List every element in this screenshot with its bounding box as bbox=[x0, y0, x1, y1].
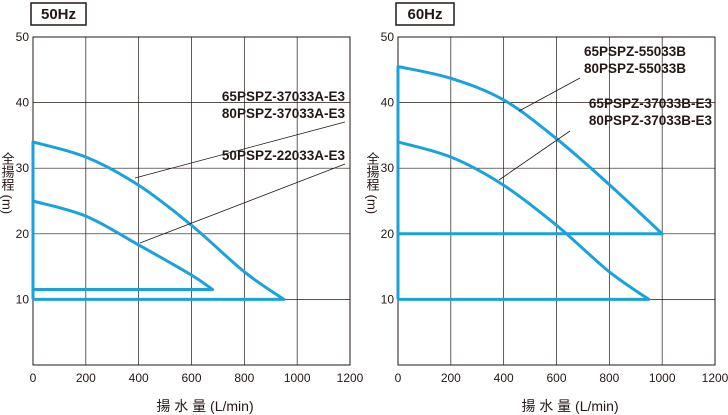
chart-title-box bbox=[395, 2, 455, 26]
chart-title-box bbox=[30, 2, 87, 26]
x-tick-label: 600 bbox=[546, 371, 566, 385]
x-axis-title: 揚 水 量 (L/min) bbox=[521, 398, 618, 414]
performance-curve-series-1 bbox=[31, 140, 286, 301]
x-tick-label: 0 bbox=[395, 371, 402, 385]
x-tick-label: 0 bbox=[30, 371, 37, 385]
y-tick-label: 20 bbox=[16, 227, 30, 241]
chart-panel-1: 50Hz 0 200 400 600 800 1000 1200 10 20 30 40 50 揚 水 量… bbox=[0, 2, 364, 414]
y-tick-label: 40 bbox=[16, 96, 30, 110]
y-tick-label: 50 bbox=[381, 30, 395, 44]
x-tick-label: 1200 bbox=[337, 371, 364, 385]
x-tick-label: 200 bbox=[441, 371, 461, 385]
chart-title: 50Hz bbox=[41, 6, 76, 23]
series-annotation-label: 65PSPZ-55033B bbox=[584, 44, 686, 59]
chart-title: 60Hz bbox=[407, 6, 442, 23]
y-tick-label: 10 bbox=[381, 292, 395, 306]
x-tick-label: 400 bbox=[494, 371, 514, 385]
chart-panel-2: 60Hz 0 200 400 600 800 1000 1200 10 20 30 40 50 揚 水 量… bbox=[365, 2, 728, 414]
x-tick-label: 400 bbox=[129, 371, 149, 385]
annotation-leader-line bbox=[518, 77, 581, 112]
performance-curve-series-2 bbox=[31, 199, 215, 292]
series-annotation-label: 80PSPZ-55033B bbox=[584, 61, 686, 76]
x-tick-label: 1200 bbox=[702, 371, 728, 385]
performance-curve-series-2 bbox=[396, 140, 651, 301]
x-tick-label: 800 bbox=[234, 371, 254, 385]
y-tick-label: 40 bbox=[381, 96, 395, 110]
series-annotation-label: 65PSPZ-37033A-E3 bbox=[222, 89, 346, 104]
annotation-leader-line bbox=[139, 163, 346, 244]
performance-curve-series-1 bbox=[396, 65, 664, 236]
series-annotation-label: 80PSPZ-37033B-E3 bbox=[589, 113, 713, 128]
y-tick-label: 50 bbox=[16, 30, 30, 44]
y-tick-label: 20 bbox=[381, 227, 395, 241]
annotation-leader-line bbox=[134, 121, 346, 179]
x-tick-label: 1000 bbox=[284, 371, 311, 385]
y-tick-label: 30 bbox=[16, 161, 30, 175]
x-tick-label: 600 bbox=[181, 371, 201, 385]
series-annotation-label: 80PSPZ-37033A-E3 bbox=[222, 106, 346, 121]
x-tick-label: 1000 bbox=[649, 371, 676, 385]
series-annotation-label: 65PSPZ-37033B-E3 bbox=[589, 96, 713, 111]
annotation-leader-line bbox=[498, 130, 571, 181]
y-tick-label: 30 bbox=[381, 161, 395, 175]
series-annotation-label: 50PSPZ-22033A-E3 bbox=[222, 148, 346, 163]
x-tick-label: 800 bbox=[599, 371, 619, 385]
y-tick-label: 10 bbox=[16, 292, 30, 306]
x-axis-title: 揚 水 量 (L/min) bbox=[156, 398, 253, 414]
x-tick-label: 200 bbox=[76, 371, 96, 385]
y-axis-title: 全揚程 (m) bbox=[0, 151, 15, 214]
y-axis-title: 全揚程 (m) bbox=[365, 151, 380, 214]
